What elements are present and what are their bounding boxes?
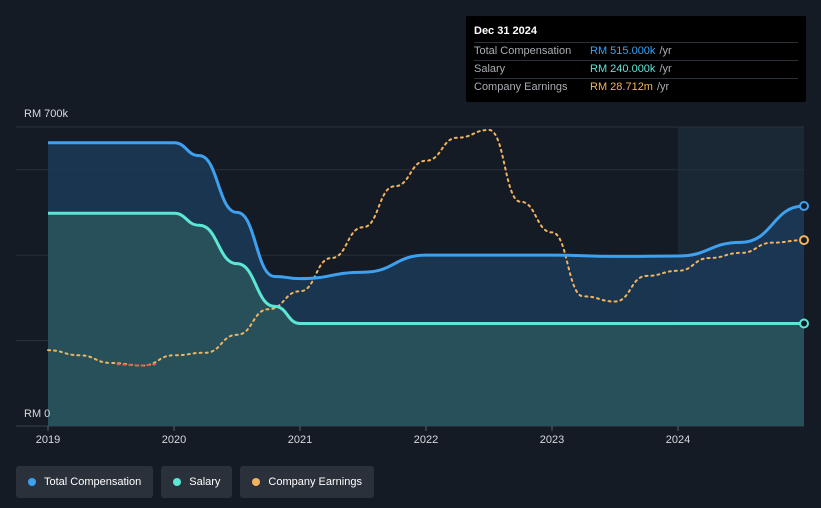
tooltip: Dec 31 2024 Total Compensation RM 515.00… bbox=[466, 16, 806, 102]
x-axis: 2019 2020 2021 2022 2023 2024 bbox=[36, 426, 690, 446]
x-tick-label: 2022 bbox=[414, 434, 438, 446]
tooltip-label: Total Compensation bbox=[474, 45, 572, 57]
x-tick-label: 2020 bbox=[162, 434, 186, 446]
x-tick-label: 2023 bbox=[540, 434, 564, 446]
tooltip-label: Company Earnings bbox=[474, 81, 568, 93]
tooltip-date: Dec 31 2024 bbox=[474, 25, 537, 37]
x-tick-label: 2021 bbox=[288, 434, 312, 446]
legend-dot-icon bbox=[252, 478, 261, 486]
y-axis-top-label: RM 700k bbox=[24, 108, 69, 120]
x-tick-label: 2024 bbox=[666, 434, 690, 446]
legend-label: Company Earnings bbox=[268, 476, 362, 488]
tooltip-value: RM 28.712m bbox=[590, 81, 653, 93]
total-compensation-line bbox=[48, 141, 805, 281]
salary-area bbox=[48, 213, 804, 426]
tooltip-row-total-compensation: Total Compensation RM 515.000k /yr bbox=[474, 42, 798, 60]
company-earnings-negative-segment bbox=[116, 363, 157, 367]
legend-item-company-earnings[interactable]: Company Earnings bbox=[240, 466, 374, 498]
company-earnings-line bbox=[47, 128, 805, 367]
total-compensation-end-point[interactable] bbox=[799, 201, 809, 212]
tooltip-value: RM 240.000k bbox=[590, 63, 656, 75]
tooltip-row-company-earnings: Company Earnings RM 28.712m /yr bbox=[474, 78, 798, 96]
legend-dot-icon bbox=[173, 478, 182, 486]
tooltip-unit: /yr bbox=[659, 63, 672, 75]
legend-item-salary[interactable]: Salary bbox=[161, 466, 233, 498]
tooltip-row-salary: Salary RM 240.000k /yr bbox=[474, 60, 798, 78]
legend-item-total-compensation[interactable]: Total Compensation bbox=[16, 466, 154, 498]
tooltip-value: RM 515.000k bbox=[590, 45, 656, 57]
legend: Total Compensation Salary Company Earnin… bbox=[16, 466, 374, 498]
tooltip-label: Salary bbox=[474, 63, 506, 75]
x-tick-label: 2019 bbox=[36, 434, 60, 446]
legend-label: Total Compensation bbox=[44, 476, 142, 488]
salary-end-point[interactable] bbox=[799, 318, 809, 329]
tooltip-unit: /yr bbox=[659, 45, 672, 57]
company-earnings-end-point[interactable] bbox=[799, 235, 809, 246]
tooltip-unit: /yr bbox=[656, 81, 670, 93]
legend-dot-icon bbox=[28, 478, 36, 486]
salary-line bbox=[47, 211, 804, 325]
legend-label: Salary bbox=[189, 476, 221, 488]
series-layer bbox=[47, 128, 809, 426]
y-axis-bottom-label: RM 0 bbox=[24, 408, 51, 420]
